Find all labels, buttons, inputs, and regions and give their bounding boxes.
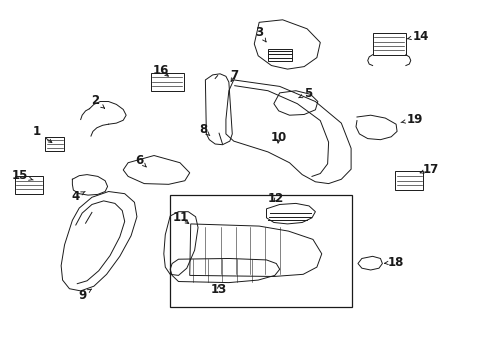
Text: 4: 4 (72, 190, 85, 203)
Text: 13: 13 (210, 283, 227, 296)
Text: 18: 18 (384, 256, 404, 269)
Text: 2: 2 (91, 94, 104, 108)
Text: 7: 7 (230, 69, 238, 82)
Bar (170, 195, 351, 307)
Text: 17: 17 (419, 163, 439, 176)
Text: 9: 9 (78, 289, 91, 302)
Text: 19: 19 (400, 113, 422, 126)
Text: 15: 15 (11, 169, 33, 182)
Text: 12: 12 (267, 192, 284, 205)
Text: 14: 14 (406, 30, 428, 42)
Text: 10: 10 (270, 131, 286, 144)
Text: 3: 3 (255, 26, 265, 42)
Text: 6: 6 (135, 154, 146, 167)
Text: 8: 8 (199, 123, 209, 136)
Text: 1: 1 (33, 125, 52, 143)
Text: 11: 11 (172, 211, 189, 224)
Text: 16: 16 (153, 64, 169, 77)
Text: 5: 5 (298, 87, 311, 100)
